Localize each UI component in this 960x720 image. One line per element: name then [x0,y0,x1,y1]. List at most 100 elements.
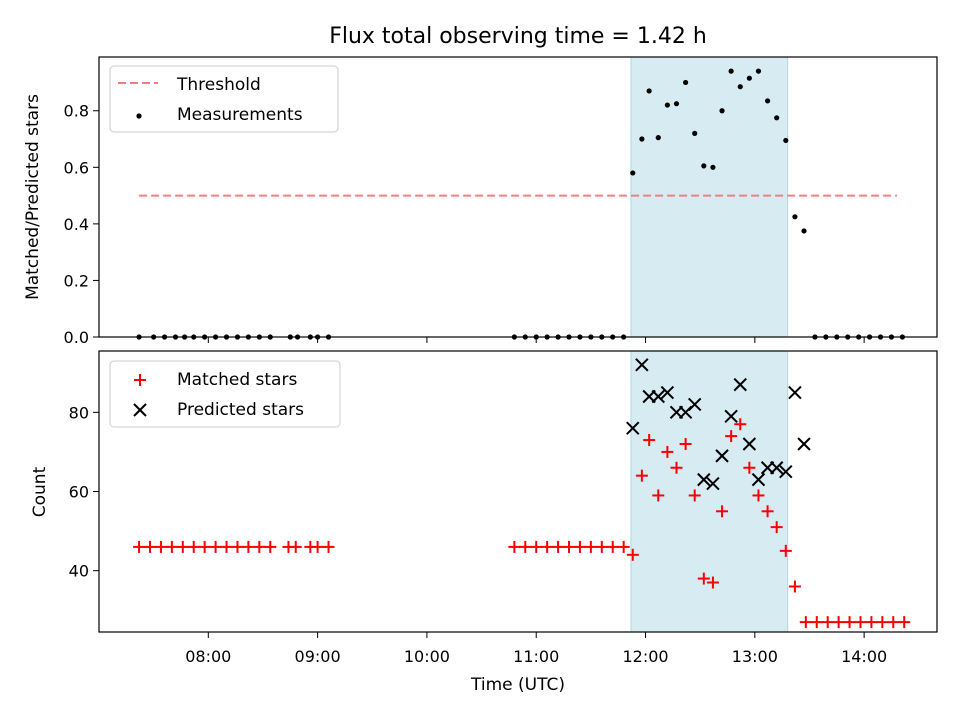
y-axis-label-counts: Count [30,466,50,517]
matched-stars-point [311,540,324,553]
y-tick-label: 0.2 [64,271,89,290]
matched-stars-point [322,540,335,553]
measurements-point [792,214,798,220]
y-tick-label: 0.4 [64,215,89,234]
measurements-point [673,101,680,107]
measurements-point [737,84,743,90]
matched-stars-point [706,576,719,589]
matched-stars-point [679,438,692,451]
x-tick-label: 12:00 [622,647,668,666]
y-tick-label: 80 [69,403,89,422]
matched-stars-point [854,616,867,629]
y-tick-label: 0.8 [64,102,89,121]
matched-stars-point [799,616,812,629]
matched-stars-point [253,540,266,553]
matched-stars-point [264,540,277,553]
axes-frame-top [98,56,938,338]
matched-stars-point [716,505,729,518]
matched-stars-point [231,540,244,553]
measurements-point [774,115,780,121]
y-tick-label: 60 [69,483,89,502]
legend-predicted-label: Predicted stars [177,400,304,420]
matched-stars-point [788,580,801,593]
matched-stars-point [865,616,878,629]
matched-stars-point [541,540,554,553]
ratio-plot-area [136,68,905,340]
predicted-stars-point [788,385,802,400]
matched-stars-point [688,489,701,502]
predicted-stars-point [635,358,649,372]
measurements-point [639,136,645,142]
y-axis-ratio: 0.0 0.2 0.4 0.6 0.8 [64,102,99,347]
chart-title: Flux total observing time = 1.42 h [329,24,707,49]
predicted-stars-point [769,461,784,475]
predicted-stars-point [733,377,747,392]
matched-stars-point [626,548,639,561]
matched-stars-point [198,540,211,553]
matched-stars-point [887,616,900,629]
legend-threshold-label: Threshold [176,75,261,95]
x-tick-label: 11:00 [513,647,559,666]
measurements-point [710,164,716,170]
matched-stars-point [187,540,200,553]
matched-stars-point [734,418,747,431]
measurements-point [801,228,807,234]
matched-stars-point [761,505,774,518]
legend-bottom: Matched stars Predicted stars [109,360,341,428]
predicted-stars-point [697,472,711,487]
matched-stars-point [779,544,792,557]
y-tick-label: 0.0 [64,328,89,347]
legend-matched-marker [134,374,146,386]
matched-stars-point [220,540,233,553]
predicted-stars-point [660,385,675,400]
measurements-point [783,137,789,144]
legend-measurements-label: Measurements [177,105,303,125]
matched-stars-point [563,540,576,553]
matched-stars-point [661,445,674,458]
measurements-point [755,68,762,74]
matched-stars-point [876,616,889,629]
y-axis-label-ratio: Matched/Predicted stars [23,94,43,300]
predicted-stars-point [706,476,720,491]
matched-stars-point [584,540,597,553]
predicted-stars-point [651,389,665,404]
predicted-stars-point [715,449,729,463]
x-tick-label: 14:00 [841,647,887,666]
predicted-stars-point [742,437,757,451]
matched-stars-point [725,430,738,443]
measurements-point [746,75,752,81]
y-tick-label: 40 [69,562,89,581]
matched-stars-point [530,540,543,553]
x-axis-ratio [207,337,865,343]
measurements-point [719,108,725,114]
measurements-point [646,88,652,94]
matched-stars-point [573,540,586,553]
predicted-stars-point [779,465,793,479]
x-tick-label: 08:00 [185,647,231,666]
y-axis-counts: 40 60 80 [69,403,99,581]
matched-stars-point [606,540,619,553]
matched-stars-point [697,572,710,585]
panel-counts: 40 60 80 08:00 09:00 10:00 11:00 12:00 13:00 14:… [30,350,938,695]
measurements-point [701,163,707,169]
measurements-point [764,98,771,104]
matched-stars-point [133,540,146,553]
matched-stars-point [154,540,167,553]
predicted-stars-point [688,397,702,412]
x-tick-label: 09:00 [295,647,341,666]
predicted-stars-point [751,472,766,487]
matched-stars-point [165,540,178,553]
highlight-span-top [630,56,789,338]
predicted-stars-point [626,421,640,435]
matched-stars-point [643,434,656,447]
matched-stars-point [752,489,765,502]
matched-stars-point [770,521,783,534]
matched-stars-point [617,540,630,553]
legend-top: Threshold Measurements [109,65,339,133]
matched-stars-point [552,540,565,553]
matched-stars-point [595,540,608,553]
matched-stars-point [670,461,683,474]
measurements-point [683,79,689,86]
predicted-stars-point [724,409,738,424]
measurements-point [630,170,636,176]
